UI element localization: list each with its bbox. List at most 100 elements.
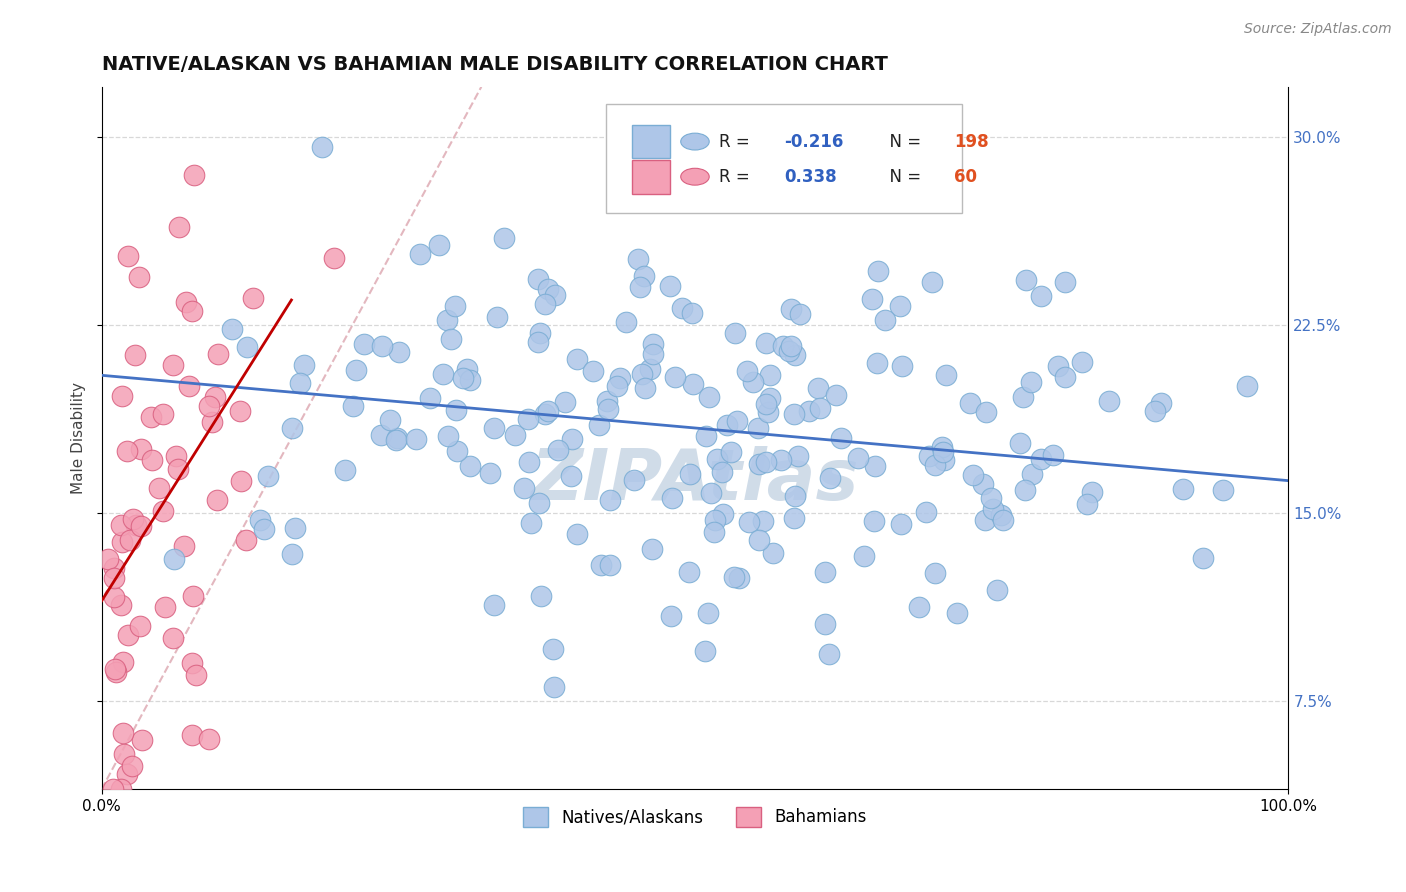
Point	[543, 680, 565, 694]
Text: Source: ZipAtlas.com: Source: ZipAtlas.com	[1244, 22, 1392, 37]
Point	[1015, 273, 1038, 287]
Point	[747, 421, 769, 435]
Point	[166, 462, 188, 476]
Point	[249, 513, 271, 527]
Point	[623, 473, 645, 487]
Point	[565, 351, 588, 366]
Point	[529, 326, 551, 340]
Point	[628, 280, 651, 294]
Point	[1098, 393, 1121, 408]
Text: -0.216: -0.216	[785, 133, 844, 151]
Point	[103, 591, 125, 605]
Point	[242, 291, 264, 305]
Text: 198: 198	[953, 133, 988, 151]
Point	[1012, 390, 1035, 404]
Point	[388, 345, 411, 359]
Point	[181, 728, 204, 742]
Point	[695, 428, 717, 442]
Point	[720, 445, 742, 459]
Point	[1081, 484, 1104, 499]
Point	[184, 668, 207, 682]
Point	[703, 513, 725, 527]
Point	[1046, 359, 1069, 374]
Point	[633, 269, 655, 284]
Point	[104, 662, 127, 676]
Legend: Natives/Alaskans, Bahamians: Natives/Alaskans, Bahamians	[516, 800, 873, 833]
Point	[599, 558, 621, 573]
Point	[252, 522, 274, 536]
Point	[460, 373, 482, 387]
Point	[1029, 452, 1052, 467]
Point	[762, 546, 785, 560]
Point	[783, 511, 806, 525]
Bar	[633, 125, 671, 159]
Point	[103, 571, 125, 585]
Point	[561, 432, 583, 446]
Point	[748, 458, 770, 472]
Point	[112, 725, 135, 739]
Point	[682, 377, 704, 392]
Point	[112, 747, 135, 762]
Point	[863, 514, 886, 528]
Text: 0.338: 0.338	[785, 168, 837, 186]
Point	[174, 295, 197, 310]
Point	[818, 647, 841, 661]
Point	[810, 401, 832, 415]
Text: ZIPAtlas: ZIPAtlas	[530, 446, 859, 515]
Point	[924, 566, 946, 581]
Point	[183, 168, 205, 182]
Point	[484, 598, 506, 612]
Point	[671, 301, 693, 315]
Point	[931, 440, 953, 454]
Point	[915, 505, 938, 519]
Point	[706, 452, 728, 467]
Point	[1192, 551, 1215, 566]
Point	[846, 451, 869, 466]
Point	[807, 381, 830, 395]
Point	[682, 306, 704, 320]
Point	[756, 404, 779, 418]
Point	[177, 379, 200, 393]
Point	[1171, 483, 1194, 497]
Point	[972, 477, 994, 491]
Point	[207, 492, 229, 507]
Text: N =: N =	[879, 168, 927, 186]
Point	[229, 474, 252, 488]
Point	[588, 418, 610, 433]
Point	[97, 551, 120, 566]
Point	[432, 367, 454, 381]
Y-axis label: Male Disability: Male Disability	[72, 382, 86, 494]
Point	[1042, 448, 1064, 462]
Point	[614, 315, 637, 329]
Point	[990, 508, 1012, 522]
Point	[659, 279, 682, 293]
Point	[661, 491, 683, 506]
Point	[678, 566, 700, 580]
Point	[770, 452, 793, 467]
Point	[110, 518, 132, 533]
Point	[932, 445, 955, 459]
Point	[229, 404, 252, 418]
Point	[1076, 497, 1098, 511]
Point	[198, 731, 221, 746]
Point	[1031, 289, 1053, 303]
Point	[560, 468, 582, 483]
Point	[534, 297, 557, 311]
Point	[344, 363, 367, 377]
Point	[748, 533, 770, 548]
Point	[280, 547, 302, 561]
Point	[446, 443, 468, 458]
Point	[333, 462, 356, 476]
Point	[778, 344, 800, 359]
Point	[111, 655, 134, 669]
Point	[907, 599, 929, 614]
Point	[723, 570, 745, 584]
Point	[853, 549, 876, 563]
Point	[378, 413, 401, 427]
Point	[385, 433, 408, 447]
Point	[599, 493, 621, 508]
Point	[534, 407, 557, 421]
Point	[755, 397, 778, 411]
Point	[537, 282, 560, 296]
Point	[820, 471, 842, 485]
